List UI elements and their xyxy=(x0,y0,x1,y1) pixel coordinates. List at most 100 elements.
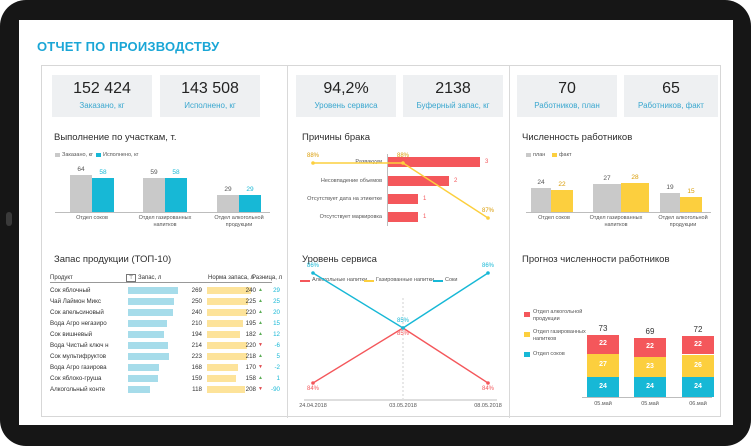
category-label: Отдел алкогольной продукции xyxy=(658,215,708,228)
data-label: 85% xyxy=(396,318,409,324)
data-label: 19 xyxy=(666,183,674,191)
legend-ordered: Заказано, кг xyxy=(62,152,94,158)
x-axis xyxy=(582,397,712,398)
section-stock-title: Запас продукции (ТОП-10) xyxy=(54,254,172,265)
legend-juice-dept: Отдел соков xyxy=(533,351,565,357)
category-label: Развакуум xyxy=(355,159,382,165)
kpi-service: 94,2% Уровень сервиса xyxy=(296,75,396,117)
table-row: Вода Агро газирова 168 170 ▼ -2 xyxy=(50,363,280,372)
stack-segment: 26 xyxy=(682,354,714,377)
kpi-value: 152 424 xyxy=(73,80,131,97)
arrow-up-icon: ▲ xyxy=(258,298,263,304)
diff-value: -90 xyxy=(271,386,280,393)
arrow-down-icon: ▼ xyxy=(258,364,263,370)
series-point xyxy=(401,161,405,165)
data-label: 88% xyxy=(306,153,319,159)
data-label: 87% xyxy=(481,208,494,214)
x-axis xyxy=(55,212,270,213)
series-point xyxy=(401,326,405,330)
norm-bar xyxy=(207,375,236,382)
diff-value: 12 xyxy=(273,331,280,338)
col-stock: Запас, л xyxy=(138,275,162,281)
data-label: 88% xyxy=(396,153,409,159)
stock-value: 210 xyxy=(191,320,202,327)
stock-value: 118 xyxy=(192,386,202,393)
stack-segment: 23 xyxy=(634,357,666,377)
stock-bar xyxy=(128,309,173,316)
data-label: 85% xyxy=(396,331,409,337)
category-label: Несовпадение объемов xyxy=(320,178,382,184)
stock-value: 250 xyxy=(191,298,202,305)
stock-bar xyxy=(128,298,175,305)
bar-ordered xyxy=(143,177,165,212)
x-tick-label: 03.05.2018 xyxy=(389,403,417,409)
kpi-value: 65 xyxy=(662,80,680,97)
x-tick-label: 24.04.2018 xyxy=(299,403,327,409)
arrow-up-icon: ▲ xyxy=(258,331,263,337)
product-name: Сок яблочный xyxy=(50,287,91,294)
arrow-up-icon: ▲ xyxy=(258,353,263,359)
bar-fact xyxy=(621,183,649,212)
data-label: 58 xyxy=(99,169,107,177)
page-title: ОТЧЕТ ПО ПРОИЗВОДСТВУ xyxy=(37,39,220,54)
stock-value: 223 xyxy=(191,353,202,360)
data-label: 84% xyxy=(306,386,319,392)
section-workers-title: Численность работников xyxy=(522,132,633,143)
stock-bar xyxy=(128,342,168,349)
norm-bar xyxy=(207,353,247,360)
arrow-down-icon: ▼ xyxy=(258,386,263,392)
table-row: Сок мультифруктов 223 218 ▲ 5 xyxy=(50,352,280,361)
table-row: Сок вишневый 194 182 ▲ 12 xyxy=(50,330,280,339)
defect-bar xyxy=(387,176,449,186)
product-name: Сок вишневый xyxy=(50,331,93,338)
kpi-buffer: 2138 Буферный запас, кг xyxy=(403,75,503,117)
diff-value: 25 xyxy=(273,298,280,305)
diff-value: 15 xyxy=(273,320,280,327)
stock-bar xyxy=(128,375,158,382)
arrow-up-icon: ▲ xyxy=(258,320,263,326)
norm-value: 158 xyxy=(245,375,256,382)
legend-executed: Исполнено, кг xyxy=(103,152,139,158)
data-label: 86% xyxy=(306,263,319,269)
camera-notch xyxy=(6,212,12,226)
stock-bar xyxy=(128,364,160,371)
table-row: Вода Чистый ключ н 214 220 ▼ -6 xyxy=(50,341,280,350)
category-label: Отдел алкогольной продукции xyxy=(214,215,264,228)
legend-alco-dept: Отдел алкогольной продукции xyxy=(533,309,583,322)
section-forecast-title: Прогноз численности работников xyxy=(522,254,670,265)
norm-value: 218 xyxy=(245,353,256,360)
bar-executed xyxy=(239,195,261,212)
section-service-title: Уровень сервиса xyxy=(302,254,377,265)
stock-bar xyxy=(128,386,150,393)
norm-value: 195 xyxy=(245,320,256,327)
kpi-executed: 143 508 Исполнено, кг xyxy=(160,75,260,117)
table-row: Сок яблоко-груша 159 158 ▲ 1 xyxy=(50,374,280,383)
norm-value: 220 xyxy=(245,342,256,349)
product-name: Вода Чистый ключ н xyxy=(50,342,109,349)
bar-plan xyxy=(531,187,551,212)
bar-executed xyxy=(92,178,114,212)
product-name: Чай Лаймон Микс xyxy=(50,298,102,305)
norm-bar xyxy=(207,320,243,327)
stack-segment: 24 xyxy=(634,376,666,397)
product-name: Сок яблоко-груша xyxy=(50,375,102,382)
legend-plan: план xyxy=(533,152,546,158)
defect-bar xyxy=(387,194,418,204)
series-point xyxy=(311,161,315,165)
kpi-label: Работников, план xyxy=(534,101,600,110)
series-point xyxy=(486,381,490,385)
table-row: Алкогольный конте 118 208 ▼ -90 xyxy=(50,385,280,394)
bar-ordered xyxy=(70,174,92,212)
data-label: 86% xyxy=(481,263,494,269)
kpi-label: Буферный запас, кг xyxy=(416,101,490,110)
filter-icon[interactable]: ⊤ xyxy=(126,274,136,282)
stack-segment: 24 xyxy=(587,376,619,397)
legend-juice: Соки xyxy=(445,277,458,283)
data-label: 58 xyxy=(172,169,180,177)
stock-bar xyxy=(128,353,170,360)
screen: ОТЧЕТ ПО ПРОИЗВОДСТВУ 152 424 Заказано, … xyxy=(19,20,733,425)
kpi-label: Заказано, кг xyxy=(79,101,125,110)
arrow-up-icon: ▲ xyxy=(258,375,263,381)
x-axis xyxy=(526,212,711,213)
stack-segment: 24 xyxy=(682,376,714,397)
